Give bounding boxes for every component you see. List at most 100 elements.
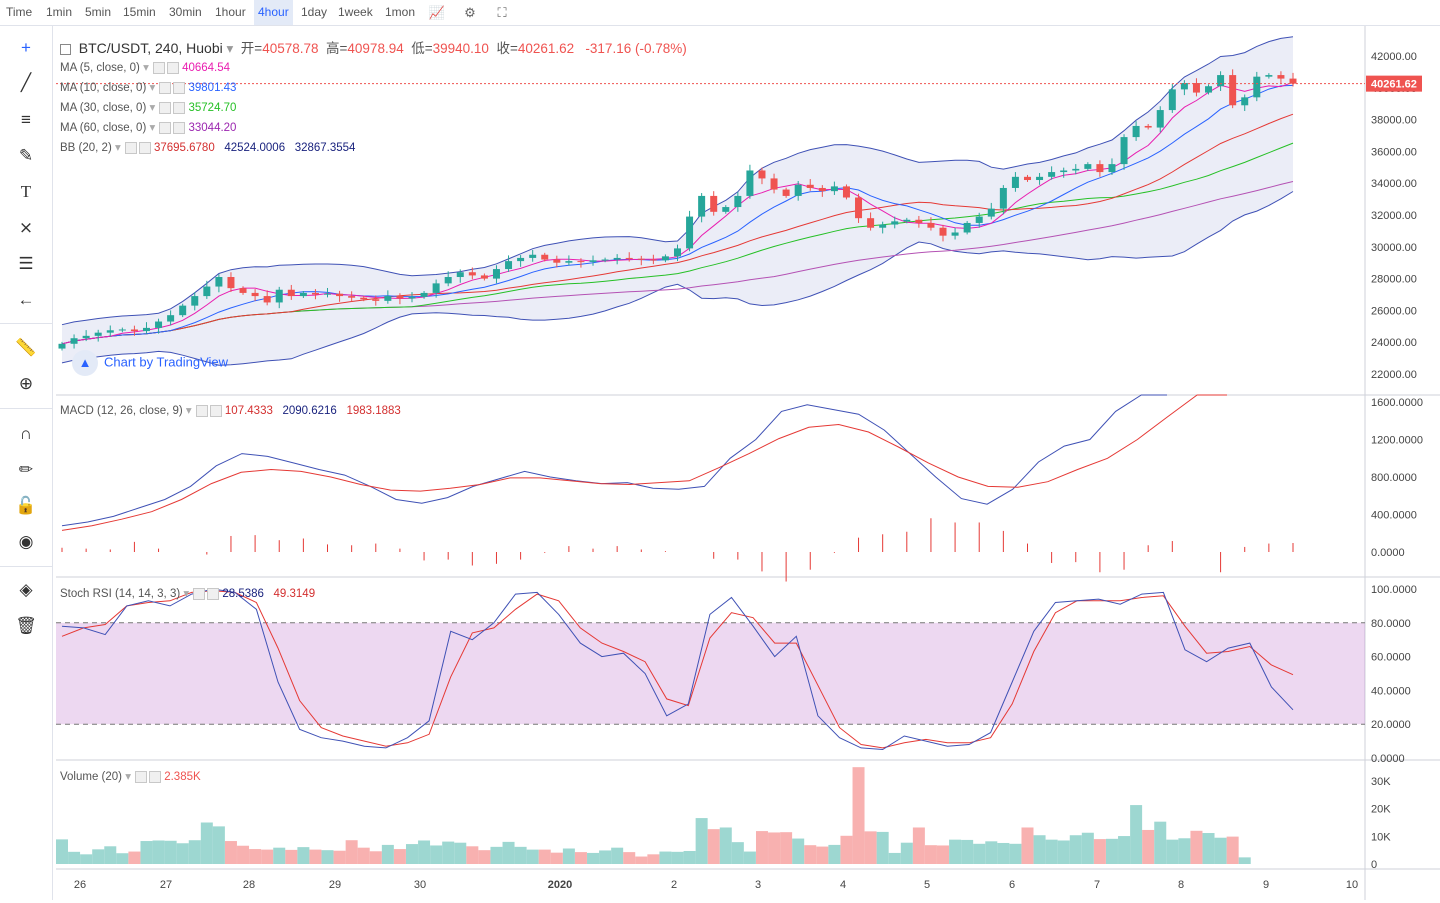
symbol-pair[interactable]: BTC/USDT: [78, 40, 148, 56]
candle-body: [1217, 75, 1225, 87]
ma10-legend[interactable]: MA (10, close, 0) ▾ 39801.43: [60, 81, 237, 94]
bb-label: BB (20, 2): [60, 142, 112, 154]
candle-body: [1168, 89, 1176, 111]
volume-bar: [56, 839, 68, 864]
candle-body: [432, 283, 440, 293]
prediction-tool-icon[interactable]: ☰: [18, 254, 34, 273]
ma30-value: 35724.70: [188, 102, 237, 114]
candle-body: [674, 248, 681, 257]
macd-tick-label: 0.0000: [1371, 547, 1405, 559]
layers-icon[interactable]: ◈: [19, 580, 33, 599]
ruler-icon[interactable]: 📏: [15, 338, 37, 357]
candle-body: [963, 222, 971, 233]
ma60-legend[interactable]: MA (60, close, 0) ▾ 33044.20: [60, 121, 237, 134]
chart-canvas[interactable]: 42000.0040000.0038000.0036000.0034000.00…: [56, 26, 1440, 900]
volume-bar: [212, 826, 225, 864]
zoom-icon[interactable]: ⊕: [18, 374, 34, 393]
tab-time[interactable]: Time: [6, 5, 33, 19]
candle-body: [468, 272, 476, 276]
volume-bar: [1021, 827, 1034, 864]
crosshair-icon[interactable]: +: [21, 38, 31, 57]
volume-bar: [1057, 840, 1070, 864]
candle-body: [58, 343, 66, 349]
volume-bar: [200, 822, 213, 864]
text-tool-icon[interactable]: T: [20, 182, 32, 201]
bb-legend[interactable]: BB (20, 2) ▾ 37695.6780 42524.0006 32867…: [60, 141, 356, 154]
tab-1hour[interactable]: 1hour: [215, 5, 246, 19]
volume-bar: [683, 850, 696, 864]
stoch-legend[interactable]: Stoch RSI (14, 14, 3, 3) ▾ 28.5386 49.31…: [60, 587, 316, 600]
candle-body: [360, 297, 368, 300]
macd-tick-label: 1200.0000: [1371, 435, 1423, 447]
collapse-icon[interactable]: [60, 43, 71, 55]
time-tick-label: 27: [160, 879, 172, 891]
ma30-legend[interactable]: MA (30, close, 0) ▾ 35724.70: [60, 101, 237, 114]
time-tick-label: 8: [1178, 879, 1184, 891]
candle-body: [1277, 75, 1285, 79]
volume-label: Volume (20): [60, 771, 123, 783]
candle-body: [613, 257, 621, 260]
trash-icon[interactable]: 🗑: [15, 616, 37, 635]
open-value: 40578.78: [262, 41, 319, 56]
fullscreen-icon[interactable]: ⛶: [497, 5, 507, 20]
tab-1min[interactable]: 1min: [46, 5, 73, 19]
price-tick-label: 24000.00: [1371, 337, 1417, 349]
volume-bar: [140, 841, 153, 864]
tradingview-watermark[interactable]: ▲ Chart by TradingView: [72, 350, 228, 376]
volume-bar: [116, 853, 129, 864]
tab-15min[interactable]: 15min: [123, 5, 156, 19]
tab-4hour[interactable]: 4hour: [254, 0, 293, 25]
volume-bar: [454, 842, 467, 864]
volume-bar: [707, 829, 720, 864]
volume-bar: [128, 851, 141, 864]
bb-upper-line: [61, 36, 1294, 326]
chart-type-icon[interactable]: 📈: [428, 5, 446, 20]
volume-legend[interactable]: Volume (20) ▾ 2.385K: [60, 770, 201, 783]
tab-1day[interactable]: 1day: [301, 5, 328, 19]
candle-body: [1253, 76, 1261, 98]
symbol-header: BTC/USDT, 240, Huobi ▾ 开=40578.78 高=4097…: [60, 37, 687, 57]
volume-bar: [937, 845, 950, 864]
candle-body: [577, 261, 585, 263]
volume-bar: [961, 839, 974, 864]
tab-1mon[interactable]: 1mon: [385, 5, 416, 19]
candle-body: [710, 195, 718, 212]
candle-body: [1289, 78, 1297, 84]
candle-body: [553, 259, 561, 263]
candle-body: [541, 254, 549, 260]
chart-area[interactable]: 42000.0040000.0038000.0036000.0034000.00…: [56, 26, 1440, 900]
open-label: 开=: [240, 41, 263, 56]
price-tick-label: 22000.00: [1371, 369, 1417, 381]
unlock-icon[interactable]: 🔓: [15, 496, 37, 515]
ma5-legend[interactable]: MA (5, close, 0) ▾ 40664.54: [60, 61, 231, 74]
candle-body: [517, 257, 525, 262]
back-arrow-icon[interactable]: ←: [17, 290, 35, 309]
candle-body: [975, 216, 983, 223]
volume-bar: [381, 844, 394, 864]
macd-legend[interactable]: MACD (12, 26, close, 9) ▾ 107.4333 2090.…: [60, 404, 401, 417]
tradingview-logo-icon: ▲: [72, 350, 98, 376]
tab-1week[interactable]: 1week: [338, 5, 373, 19]
tab-30min[interactable]: 30min: [169, 5, 202, 19]
candle-body: [806, 184, 814, 188]
candle-body: [324, 293, 332, 295]
fib-tool-icon[interactable]: ≡: [21, 110, 31, 129]
settings-icon[interactable]: ⚙: [464, 5, 476, 20]
lock-drawing-icon[interactable]: ✏: [18, 460, 34, 479]
volume-bar: [828, 844, 841, 864]
volume-bar: [599, 850, 612, 864]
trend-line-icon[interactable]: ╱: [20, 73, 32, 92]
eye-icon[interactable]: ◉: [18, 532, 34, 551]
tab-5min[interactable]: 5min: [85, 5, 112, 19]
brush-icon[interactable]: ✎: [18, 146, 34, 165]
volume-bar: [719, 827, 732, 864]
volume-bar: [1093, 839, 1106, 864]
candle-body: [1011, 176, 1019, 188]
bb-basis-line: [61, 113, 1294, 345]
volume-bar: [418, 840, 431, 864]
bb-lower-line: [61, 191, 1294, 366]
magnet-icon[interactable]: ∩: [19, 424, 33, 443]
candle-body: [625, 257, 633, 259]
pattern-tool-icon[interactable]: ⨯: [18, 218, 34, 237]
volume-bar: [224, 841, 237, 864]
